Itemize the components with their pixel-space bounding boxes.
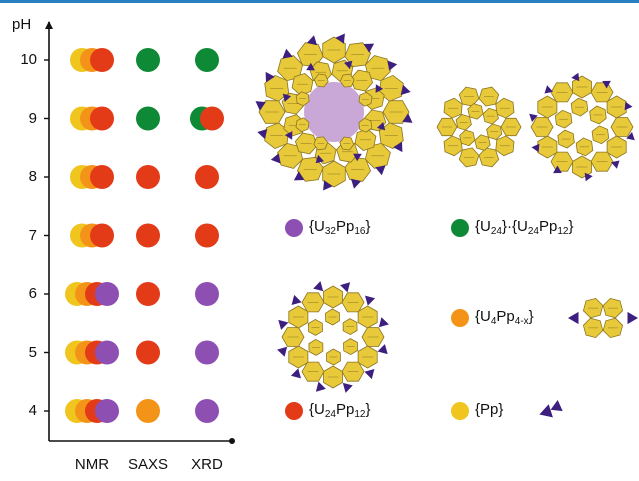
data-point-u32pp16 (95, 340, 119, 365)
legend-swatch-u32pp16 (285, 219, 303, 237)
data-point-group (195, 223, 219, 248)
data-point-group (136, 282, 160, 306)
data-point-u24pp12 (136, 223, 160, 248)
y-tick-label: 9 (28, 109, 37, 127)
x-tick-label: NMR (74, 456, 110, 473)
data-point-u32pp16 (195, 282, 219, 306)
u24-u24pp12-cluster-image (436, 72, 635, 182)
data-point-u24-u24pp12 (136, 106, 160, 131)
data-point-group (136, 106, 160, 131)
data-point-group (136, 165, 160, 189)
data-point-u32pp16 (195, 399, 219, 423)
data-point-group (136, 399, 160, 423)
data-point-group (136, 223, 160, 248)
data-point-u24pp12 (195, 223, 219, 248)
data-point-group (70, 48, 114, 72)
data-point-u32pp16 (95, 282, 119, 306)
data-point-u24pp12 (90, 165, 114, 189)
legend-swatch-pp (451, 402, 469, 420)
data-point-group (70, 165, 114, 189)
data-point-group (195, 399, 219, 423)
legend-label-u4pp4x: {U4Pp4-x} (475, 308, 534, 327)
legend-swatch-u24-u24pp12 (451, 219, 469, 237)
data-point-u24pp12 (136, 165, 160, 189)
data-point-group (195, 282, 219, 306)
data-point-group (195, 48, 219, 72)
data-point-group (195, 340, 219, 365)
data-point-group (70, 106, 114, 131)
data-point-u24pp12 (200, 106, 224, 131)
data-point-group (65, 340, 119, 365)
legend-label-u24pp12: {U24Pp12} (309, 401, 371, 420)
data-point-group (136, 48, 160, 72)
x-axis-end-dot (229, 438, 235, 444)
x-tick-label: XRD (191, 456, 223, 473)
u32pp16-cluster-image (255, 33, 413, 191)
y-tick-label: 4 (28, 402, 37, 419)
data-point-u24pp12 (195, 165, 219, 189)
legend-label-pp: {Pp} (475, 401, 504, 418)
data-point-u32pp16 (95, 399, 119, 423)
x-tick-label: SAXS (127, 456, 169, 473)
data-point-group (195, 165, 219, 189)
chart-marks (65, 48, 469, 423)
data-point-u4pp4x (136, 399, 160, 423)
data-point-group (190, 106, 224, 131)
data-point-group (136, 340, 160, 365)
y-tick-label: 5 (28, 343, 37, 361)
data-point-u32pp16 (195, 340, 219, 365)
legend-swatch-u4pp4x (451, 309, 469, 327)
u24pp12-cluster-image (277, 281, 389, 393)
data-point-group (65, 282, 119, 306)
data-point-u24pp12 (136, 340, 160, 365)
data-point-group (65, 399, 119, 423)
data-point-u24-u24pp12 (136, 48, 160, 72)
y-tick-label: 10 (20, 51, 37, 68)
pp-peroxide-icon (539, 400, 563, 418)
u4pp4x-cluster-image (568, 297, 638, 339)
data-point-u24pp12 (90, 223, 114, 248)
data-point-u24pp12 (90, 106, 114, 131)
y-tick-label: 7 (28, 226, 37, 244)
y-axis-title: pH (12, 16, 32, 33)
data-point-u24pp12 (90, 48, 114, 72)
data-point-u24-u24pp12 (195, 48, 219, 72)
legend-label-u24-u24pp12: {U24}·{U24Pp12} (475, 218, 574, 237)
y-tick-label: 6 (28, 285, 37, 302)
y-axis-arrow (45, 21, 53, 29)
header-rule (0, 0, 639, 3)
legend-swatch-u24pp12 (285, 402, 303, 420)
y-tick-label: 8 (28, 168, 37, 185)
legend-label-u32pp16: {U32Pp16} (309, 218, 371, 237)
y-ticks (44, 59, 49, 412)
data-point-group (70, 223, 114, 248)
data-point-u24pp12 (136, 282, 160, 306)
chart-axes (45, 21, 235, 444)
